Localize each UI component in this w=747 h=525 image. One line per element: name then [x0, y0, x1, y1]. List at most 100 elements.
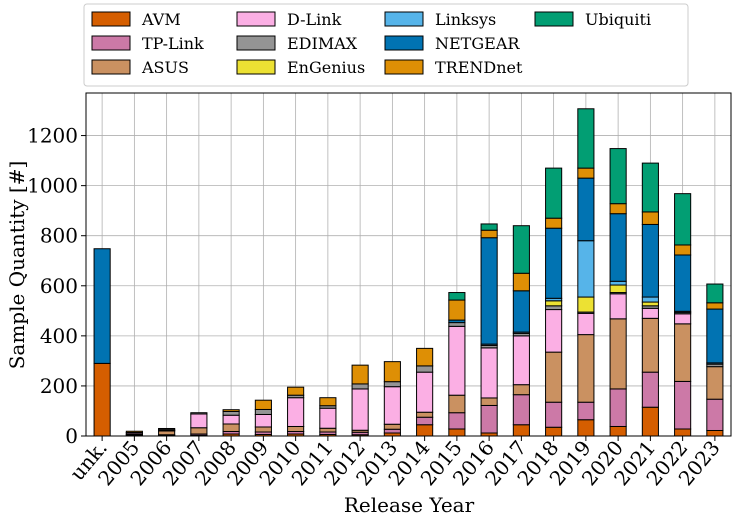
legend-label: TRENDnet	[435, 58, 523, 77]
bar-segment	[448, 394, 466, 414]
grid	[86, 93, 731, 437]
bar-segment	[609, 425, 627, 437]
bar-segment	[287, 386, 305, 396]
bar-segment	[222, 410, 240, 416]
y-tick-label: 200	[40, 374, 78, 398]
bar-segment	[609, 293, 627, 320]
legend-label: EDIMAX	[287, 34, 358, 53]
bar-segment	[416, 347, 434, 367]
legend-swatch	[236, 59, 276, 75]
bar-segment	[674, 323, 692, 382]
bar-segment	[512, 384, 530, 396]
bar-segment	[351, 383, 369, 390]
bar-segment	[512, 424, 530, 437]
legend-swatch	[91, 11, 131, 27]
bar-segment	[609, 203, 627, 215]
bar-segment	[577, 240, 595, 298]
bar-segment	[706, 283, 724, 304]
bar-segment	[416, 411, 434, 418]
bar-segment	[480, 229, 498, 239]
bar-segment	[351, 388, 369, 431]
bar-segment	[448, 292, 466, 301]
bar-segment	[674, 428, 692, 437]
bar-segment	[674, 313, 692, 325]
bar-segment	[545, 217, 563, 229]
legend-label: NETGEAR	[435, 34, 520, 53]
bar-segment	[190, 413, 208, 429]
bar-segment	[577, 419, 595, 437]
bar-segment	[641, 301, 659, 307]
legend-swatch	[534, 11, 574, 27]
bar-segment	[545, 351, 563, 403]
bar-segment	[706, 302, 724, 310]
bar-segment	[609, 213, 627, 282]
bar-segment	[480, 397, 498, 406]
bar-segment	[609, 388, 627, 427]
bar-segment	[609, 318, 627, 390]
bar-segment	[416, 424, 434, 437]
bar-segment	[254, 399, 272, 410]
bar-segment	[545, 426, 563, 437]
bar-segment	[674, 380, 692, 430]
bar-segment	[158, 430, 176, 436]
y-tick-label: 0	[65, 424, 78, 448]
y-tick-label: 800	[40, 224, 78, 248]
bar-segment	[222, 414, 240, 425]
legend-label: D-Link	[287, 10, 342, 29]
legend-swatch	[91, 35, 131, 51]
bar-segment	[545, 309, 563, 353]
bar-segment	[383, 423, 401, 430]
bar-segment	[287, 397, 305, 427]
bar-segment	[416, 365, 434, 373]
bar-segment	[383, 381, 401, 388]
bar-segment	[609, 280, 627, 286]
legend: AVM TP-Link ASUS D-Link EDIMAX EnGenius Linksy…	[83, 3, 689, 87]
bar-segment	[448, 412, 466, 430]
bar-segment	[480, 223, 498, 231]
bar-segment	[545, 300, 563, 307]
bar-segment	[641, 406, 659, 437]
bar-segment	[254, 426, 272, 433]
bar-segment	[545, 227, 563, 299]
bar-segment	[674, 193, 692, 246]
bar-segment	[706, 308, 724, 364]
bar-segment	[512, 394, 530, 426]
bar-segment	[577, 108, 595, 169]
bar-segment	[222, 409, 240, 412]
bar-segment	[512, 272, 530, 292]
bar-segment	[512, 225, 530, 274]
x-axis-label: Release Year	[344, 493, 475, 517]
bar-segment	[577, 312, 595, 336]
bar-segment	[416, 371, 434, 413]
bar-segment	[641, 211, 659, 225]
bar-segment	[641, 307, 659, 319]
bar-segment	[480, 404, 498, 434]
y-tick-label: 600	[40, 274, 78, 298]
bar-segment	[383, 361, 401, 383]
legend-label: TP-Link	[142, 34, 204, 53]
bar-segment	[383, 428, 401, 434]
bar-segment	[190, 427, 208, 435]
bar-segment	[577, 296, 595, 313]
bar-segment	[577, 334, 595, 403]
bar-segment	[480, 347, 498, 399]
bar-segment	[641, 223, 659, 298]
legend-swatch	[384, 11, 424, 27]
bar-segment	[448, 325, 466, 396]
bar-segment	[674, 254, 692, 312]
bar-segment	[545, 167, 563, 219]
bar-segment	[706, 429, 724, 437]
bar-segment	[512, 290, 530, 333]
legend-label: Ubiquiti	[585, 10, 651, 29]
bar-segment	[609, 284, 627, 294]
bar-segment	[383, 386, 401, 425]
bar-segment	[93, 248, 111, 364]
y-axis-label: Sample Quantity [#]	[5, 161, 29, 370]
y-tick-label: 400	[40, 324, 78, 348]
bar-segment	[545, 305, 563, 311]
legend-label: AVM	[141, 10, 181, 29]
bar-segment	[190, 412, 208, 415]
bar-segment	[287, 425, 305, 432]
legend-swatch	[236, 35, 276, 51]
